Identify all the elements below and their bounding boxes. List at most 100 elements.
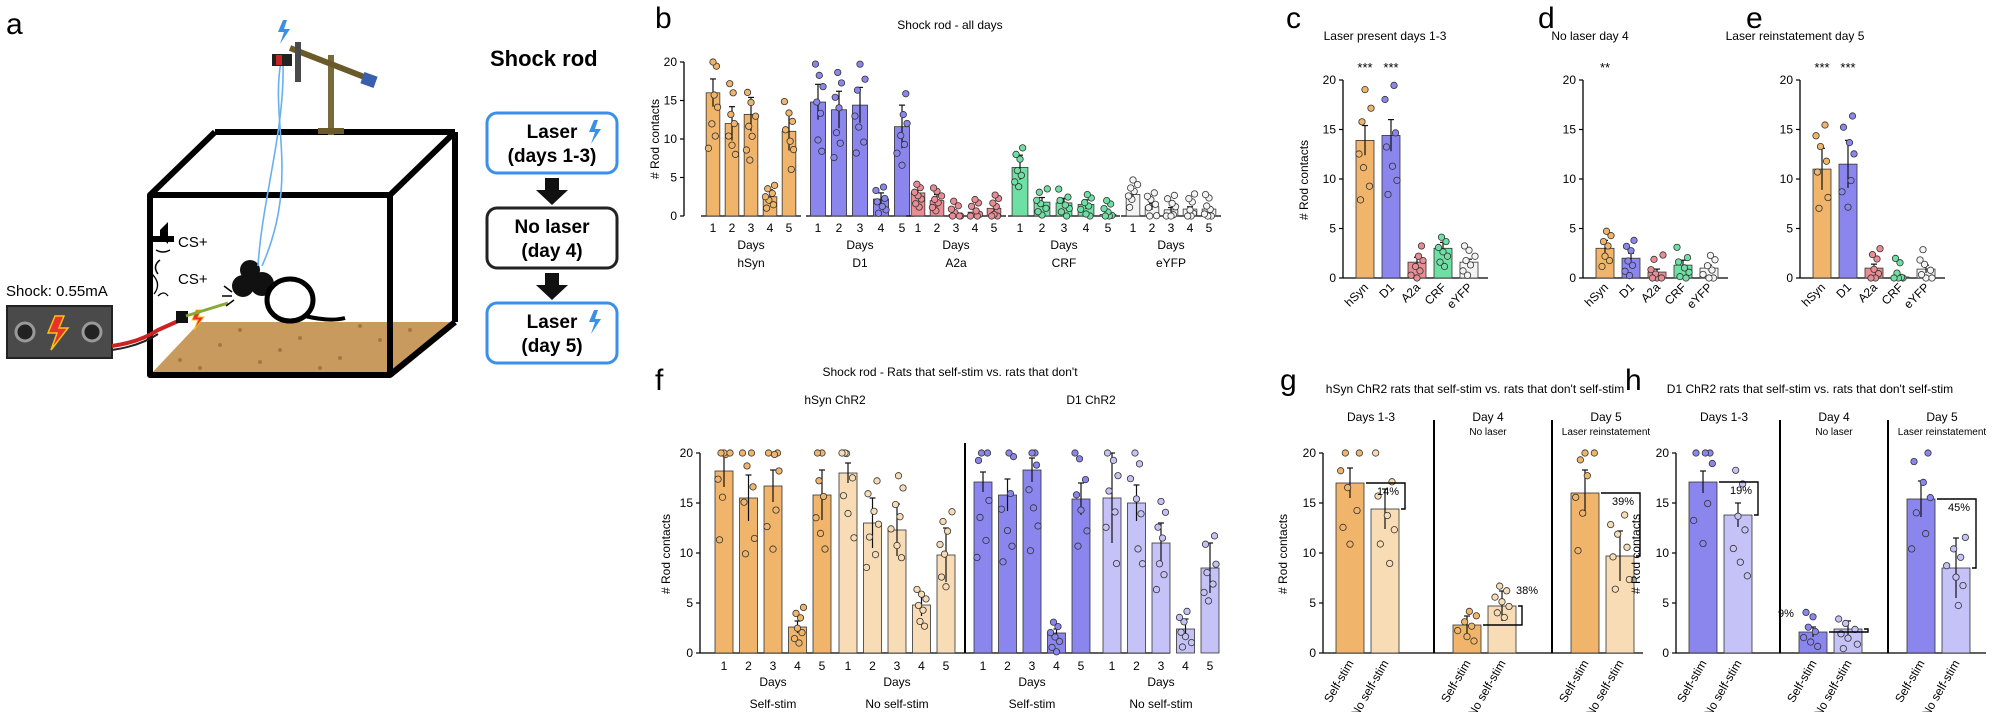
data-point [976, 513, 984, 521]
data-point [740, 498, 748, 506]
data-point [1177, 628, 1185, 636]
data-point [1844, 203, 1852, 211]
data-point [1411, 262, 1420, 271]
data-point [1824, 193, 1832, 202]
chart-b: Shock rod - all days# Rod contacts051015… [648, 18, 1221, 270]
data-point [1056, 196, 1064, 205]
data-point [1811, 627, 1819, 636]
data-point [1390, 81, 1398, 90]
data-point [902, 90, 910, 98]
data-point [1127, 184, 1135, 192]
flow-box-3: Laser (day 5) [485, 301, 619, 365]
data-point [1462, 256, 1470, 265]
y-tick-label: 20 [680, 446, 694, 460]
x-tick-label: eYFP [1444, 280, 1475, 311]
data-point [1075, 455, 1084, 463]
data-point [1579, 509, 1587, 517]
data-point [1437, 233, 1446, 241]
x-tick-label: 3 [953, 221, 960, 235]
data-point [1919, 478, 1927, 486]
data-point [745, 122, 753, 130]
data-point [1821, 121, 1829, 129]
section-title: Day 5 [1590, 410, 1622, 424]
x-tick-label: 1 [1109, 659, 1116, 673]
data-point [1077, 205, 1085, 213]
chart-title: Shock rod - Rats that self-stim vs. rats… [822, 365, 1078, 379]
data-point [1143, 192, 1152, 200]
data-point [711, 132, 719, 140]
data-point [1203, 202, 1211, 210]
data-point [1155, 560, 1164, 568]
data-point [972, 207, 980, 215]
x-tick-label: 3 [857, 221, 864, 235]
x-tick-label: Self-stim [1438, 657, 1473, 704]
bar [998, 494, 1017, 654]
data-point [874, 520, 883, 528]
section-subtitle: Laser reinstatement [1898, 427, 1987, 438]
y-tick-label: 0 [670, 209, 677, 223]
data-point [1812, 132, 1820, 140]
significance-mark: *** [1357, 60, 1372, 75]
shock-wire [111, 316, 186, 348]
data-point [1175, 613, 1184, 622]
data-point [1908, 545, 1916, 553]
section-title: Day 5 [1926, 410, 1958, 424]
data-point [903, 119, 911, 128]
data-point [1012, 150, 1020, 158]
data-point [1146, 212, 1154, 220]
section-title: Day 4 [1818, 410, 1850, 424]
x-tick-label: 3 [1061, 221, 1068, 235]
data-point [1081, 475, 1090, 484]
data-point [939, 517, 947, 526]
data-point [1729, 544, 1737, 553]
x-tick-label: A2a [1855, 280, 1880, 305]
data-point [1134, 545, 1142, 553]
panel-letter-c: c [1286, 2, 1301, 35]
y-tick-label: 5 [1329, 222, 1336, 236]
data-point [728, 141, 736, 149]
data-point [1706, 251, 1715, 260]
laser-icon-top [278, 20, 290, 44]
data-point [1187, 638, 1196, 647]
data-point [1891, 254, 1900, 262]
flow-box-1: Laser (days 1-3) [485, 111, 619, 175]
data-point [1393, 176, 1401, 184]
data-point [1367, 104, 1375, 112]
data-point [1622, 242, 1631, 250]
data-point [1959, 581, 1967, 590]
data-point [929, 184, 938, 192]
data-point [1042, 204, 1050, 212]
data-point [836, 139, 844, 147]
data-point [789, 145, 798, 154]
x-axis-label: Days [1157, 238, 1184, 252]
y-tick-label: 15 [1323, 123, 1337, 137]
data-point [1013, 166, 1021, 175]
x-tick-label: 4 [972, 221, 979, 235]
data-point [931, 195, 939, 203]
data-point [1057, 208, 1065, 216]
x-tick-label: 4 [878, 221, 885, 235]
data-point [713, 103, 722, 111]
data-point [1602, 227, 1611, 235]
data-point [1131, 449, 1139, 457]
chart-title: Shock rod - all days [897, 18, 1002, 32]
x-tick-label: 4 [1182, 659, 1189, 673]
data-point [772, 506, 780, 514]
data-point [1465, 607, 1473, 616]
x-tick-label: 3 [748, 221, 755, 235]
data-point [1006, 489, 1015, 498]
data-point [1003, 526, 1012, 535]
percent-label: 38% [1516, 585, 1538, 597]
data-point [1674, 258, 1683, 266]
data-point [1630, 236, 1638, 244]
y-tick-label: 20 [1656, 446, 1670, 460]
x-tick-label: 1 [1130, 221, 1137, 235]
data-point [1341, 449, 1349, 457]
data-point [1496, 582, 1504, 590]
data-point [1463, 632, 1471, 641]
x-tick-label: 4 [767, 221, 774, 235]
data-point [1201, 540, 1210, 548]
data-point [1734, 512, 1742, 520]
data-point [748, 132, 756, 140]
data-point [1598, 262, 1606, 271]
